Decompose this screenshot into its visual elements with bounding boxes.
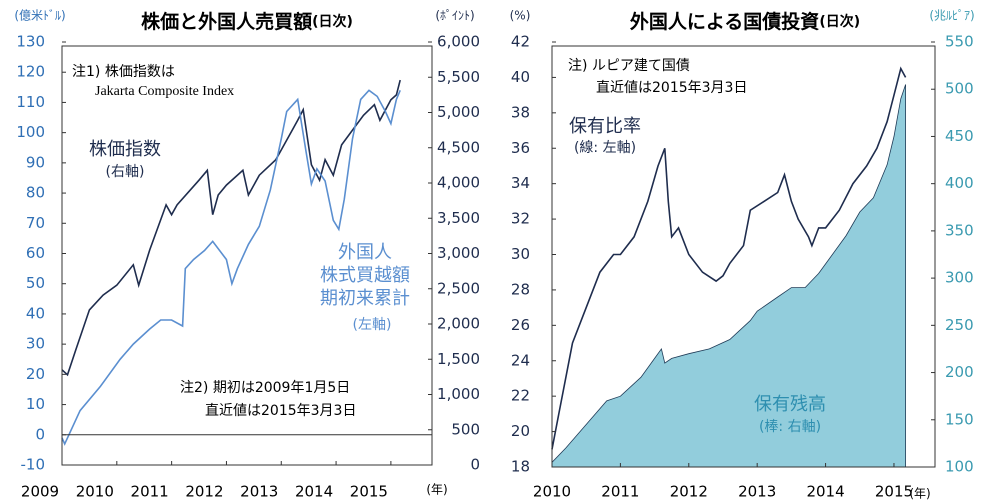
- y2-tick-label: 4,500: [437, 138, 480, 156]
- annotation: 直近値は2015年3月3日: [596, 79, 747, 96]
- y2-tick-label: 300: [945, 269, 974, 287]
- y2-axis-label: (ﾎﾟｲﾝﾄ): [435, 9, 474, 23]
- x-tick-label: 2009: [21, 483, 59, 501]
- x-tick-label: 2011: [131, 483, 169, 501]
- y-tick-label: 26: [511, 316, 530, 334]
- y-tick-label: 20: [511, 422, 530, 440]
- y-tick-label: 28: [511, 280, 530, 298]
- y2-tick-label: 400: [945, 174, 974, 192]
- x-tick-label: 2011: [601, 483, 639, 501]
- y2-tick-label: 500: [945, 80, 974, 98]
- series-axis-note: (棒: 右軸): [759, 419, 821, 435]
- y-tick-label: 70: [26, 214, 45, 232]
- y-tick-label: 40: [511, 68, 530, 86]
- title-note: (日次): [312, 13, 353, 30]
- y2-tick-label: 1,500: [437, 350, 480, 368]
- x-tick-label: 2012: [185, 483, 223, 501]
- y-tick-label: 22: [511, 387, 530, 405]
- series-axis-note: (左軸): [353, 317, 392, 333]
- y-tick-label: 0: [35, 425, 45, 443]
- y-axis-label: (%): [510, 9, 531, 23]
- y2-tick-label: 500: [451, 420, 480, 438]
- title-main: 株価と外国人売買額: [141, 10, 312, 33]
- area: [551, 84, 906, 468]
- y2-tick-label: 5,000: [437, 103, 480, 121]
- x-tick-label: 2015: [350, 483, 388, 501]
- y-tick-label: -10: [21, 456, 46, 474]
- y-tick-label: 130: [16, 33, 45, 51]
- plot-frame: [61, 45, 433, 466]
- y-tick-label: 110: [16, 93, 45, 111]
- chart-title: 外国人による国債投資(日次): [630, 10, 860, 33]
- y2-tick-label: 2,000: [437, 315, 480, 333]
- y-tick-label: 50: [26, 274, 45, 292]
- series-label: 保有比率: [569, 116, 641, 137]
- title-note: (日次): [819, 13, 860, 30]
- x-axis-label: (年): [426, 483, 447, 497]
- x-tick-label: 2013: [738, 483, 776, 501]
- y-tick-label: 38: [511, 103, 530, 121]
- title-main: 外国人による国債投資: [630, 10, 819, 33]
- annotation: 注1) 株価指数は: [72, 64, 175, 80]
- y2-tick-label: 100: [945, 458, 974, 476]
- y-axis-label: (億米ﾄﾞﾙ): [14, 9, 65, 23]
- y-tick-label: 24: [511, 351, 530, 369]
- y-tick-label: 18: [511, 458, 530, 476]
- y2-tick-label: 550: [945, 33, 974, 51]
- y2-tick-label: 6,000: [437, 33, 480, 51]
- y-tick-label: 80: [26, 184, 45, 202]
- y-tick-label: 120: [16, 63, 45, 81]
- y2-tick-label: 350: [945, 221, 974, 239]
- y2-tick-label: 3,000: [437, 244, 480, 262]
- y2-axis-label: (兆ﾙﾋﾟｱ): [929, 9, 974, 23]
- y2-tick-label: 3,500: [437, 209, 480, 227]
- line: [551, 66, 907, 450]
- y-tick-label: 32: [511, 210, 530, 228]
- x-tick-label: 2010: [76, 483, 114, 501]
- y2-tick-label: 150: [945, 410, 974, 428]
- y-tick-label: 34: [511, 174, 530, 192]
- x-tick-label: 2014: [806, 483, 844, 501]
- x-tick-label: 2013: [240, 483, 278, 501]
- y2-tick-label: 450: [945, 127, 974, 145]
- y-tick-label: 30: [26, 335, 45, 353]
- y-tick-label: 30: [511, 245, 530, 263]
- series-axis-note: (線: 左軸): [574, 140, 636, 156]
- x-tick-label: 2010: [533, 483, 571, 501]
- series-label: 保有残高: [754, 394, 826, 415]
- series-label: 外国人株式買越額期初来累計: [320, 242, 410, 309]
- y-tick-label: 100: [16, 123, 45, 141]
- y2-tick-label: 200: [945, 363, 974, 381]
- annotation: 注2) 期初は2009年1月5日: [180, 379, 350, 396]
- y2-tick-label: 250: [945, 316, 974, 334]
- y-tick-label: 60: [26, 244, 45, 262]
- y2-tick-label: 4,000: [437, 174, 480, 192]
- y2-tick-label: 1,000: [437, 385, 480, 403]
- series-axis-note: (右軸): [106, 164, 145, 180]
- chart-title: 株価と外国人売買額(日次): [141, 10, 353, 33]
- series-label: 株価指数: [89, 139, 161, 160]
- line: [61, 79, 401, 377]
- x-tick-label: 2012: [670, 483, 708, 501]
- y2-tick-label: 2,500: [437, 279, 480, 297]
- y2-tick-label: 0: [470, 456, 480, 474]
- y-tick-label: 36: [511, 139, 530, 157]
- x-axis-label: (年): [909, 487, 930, 501]
- y-tick-label: 90: [26, 153, 45, 171]
- annotation: 注) ルピア建て国債: [568, 58, 690, 74]
- plot-frame: [551, 45, 936, 468]
- annotation: 直近値は2015年3月3日: [205, 402, 356, 419]
- x-tick-label: 2015: [875, 483, 913, 501]
- x-tick-label: 2014: [295, 483, 333, 501]
- y-tick-label: 40: [26, 304, 45, 322]
- y-tick-label: 42: [511, 33, 530, 51]
- y-tick-label: 20: [26, 365, 45, 383]
- line: [61, 89, 401, 446]
- y2-tick-label: 5,500: [437, 68, 480, 86]
- y-tick-label: 10: [26, 395, 45, 413]
- annotation: Jakarta Composite Index: [95, 84, 234, 99]
